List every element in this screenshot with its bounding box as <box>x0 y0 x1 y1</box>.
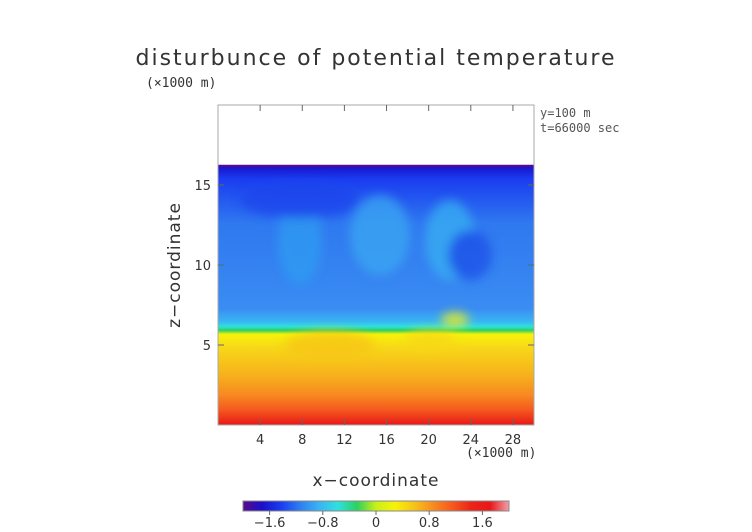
colorbar-tick-label: 0.8 <box>419 516 440 531</box>
y-axis-label: z−coordinate <box>165 202 185 328</box>
y-tick-label: 5 <box>203 339 211 354</box>
x-tick-label: 4 <box>256 433 264 448</box>
x-tick-label: 20 <box>420 433 437 448</box>
colorbar-tick-label: 0 <box>372 516 380 531</box>
y-axis-ticks: 5 10 15 <box>194 179 534 354</box>
colorbar-tick-label: 1.6 <box>472 516 493 531</box>
chart-title: disturbunce of potential temperature <box>135 46 617 71</box>
x-tick-label: 28 <box>505 433 522 448</box>
upper-band <box>240 182 360 218</box>
heatmap-field <box>218 164 534 425</box>
warm-tongue <box>405 330 455 350</box>
heatmap-features <box>240 182 492 359</box>
colorbar-ticks: −1.6 −0.8 0 0.8 1.6 <box>254 511 493 531</box>
y-tick-label: 15 <box>194 179 211 194</box>
x-axis-units: (×1000 m) <box>466 446 537 461</box>
warm-bubble <box>441 312 469 328</box>
y-axis-units: (×1000 m) <box>146 76 217 91</box>
x-axis-label: x−coordinate <box>312 471 440 491</box>
colorbar-tick-label: −1.6 <box>254 516 286 531</box>
time-annotation: t=66000 sec <box>540 121 620 135</box>
y-tick-label: 10 <box>194 259 211 274</box>
y-position-annotation: y=100 m <box>540 106 591 120</box>
x-tick-label: 24 <box>463 433 480 448</box>
vortex-core <box>448 230 492 280</box>
x-tick-label: 12 <box>336 433 353 448</box>
warm-lobe <box>285 331 375 359</box>
x-axis-ticks: 4 8 12 16 20 24 28 <box>256 105 521 448</box>
x-tick-label: 8 <box>298 433 306 448</box>
vortex-mid <box>350 195 410 275</box>
colorbar-tick-label: −0.8 <box>307 516 339 531</box>
x-tick-label: 16 <box>378 433 395 448</box>
colorbar <box>242 500 510 512</box>
